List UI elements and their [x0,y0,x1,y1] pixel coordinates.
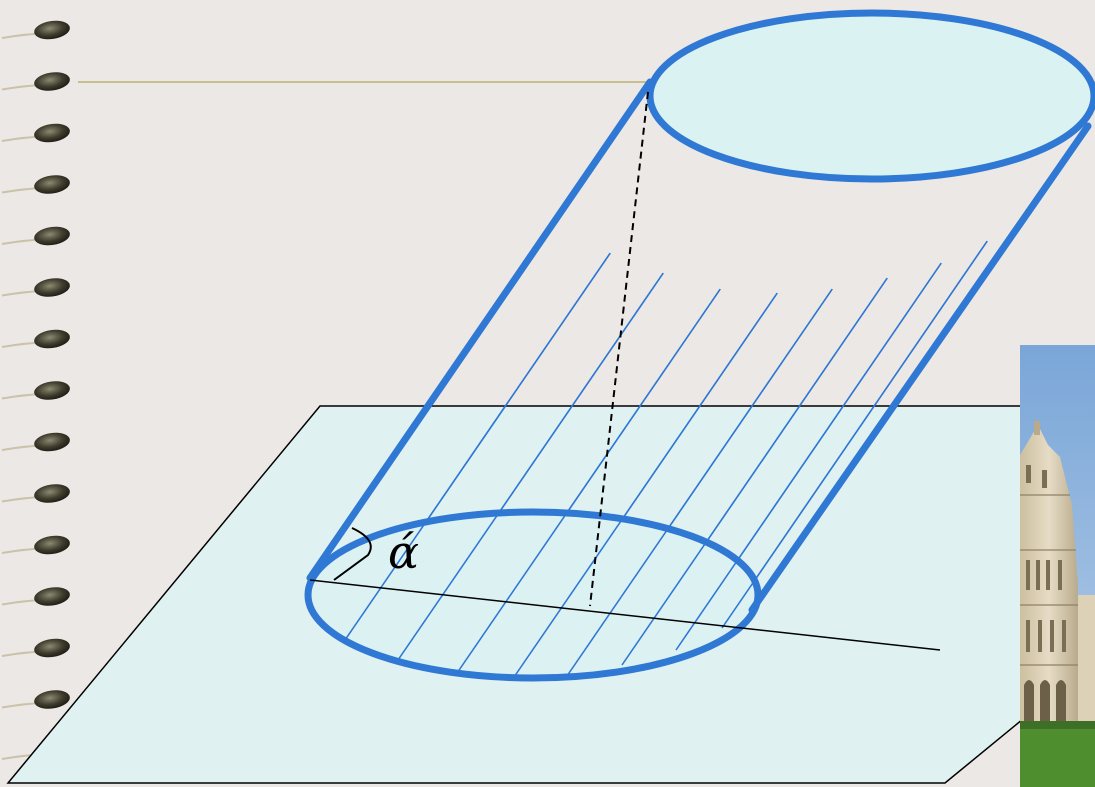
hatch-lines-bottom [344,240,988,681]
spiral-ring-icon [34,484,70,503]
leaning-tower-photo [1020,345,1095,787]
hatch-line [454,288,721,677]
spiral-ring-icon [34,587,70,606]
spiral-ring-icon [34,329,70,349]
spiral-ring-icon [34,175,70,194]
spiral-ring-icon [34,432,70,452]
hatch-line [344,252,611,641]
height-dashed-line [589,91,649,607]
hatch-line [675,262,942,651]
hatch-line [511,292,778,681]
projection-line [309,579,941,651]
spiral-ring-icon [34,20,70,40]
spiral-ring-icon [34,123,70,143]
spiral-ring-icon [34,278,70,297]
hatch-line [621,277,888,666]
spiral-ring-icon [34,638,70,658]
spiral-ring-icon [34,226,70,246]
spiral-ring-icon [34,690,70,709]
top-ellipse [646,9,1095,183]
bottom-ellipse [304,508,762,682]
left-generator [306,78,654,582]
angle-arc [333,527,372,581]
right-generator [748,122,1092,614]
angle-label: ά [388,525,419,579]
hatch-line [721,240,988,629]
spiral-ring-icon [34,72,70,91]
spiral-ring-icon [34,535,70,555]
spiral-ring-icon [34,381,70,400]
hatch-line [397,272,664,661]
hatch-line [566,288,833,677]
